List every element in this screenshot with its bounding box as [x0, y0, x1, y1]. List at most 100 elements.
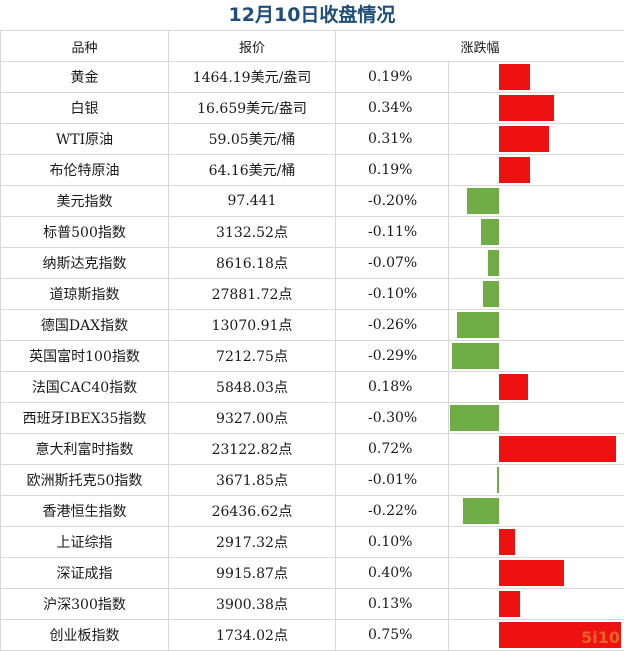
instrument-name: 英国富时100指数 [1, 341, 169, 372]
change-bar-cell [449, 527, 624, 558]
header-price: 报价 [169, 31, 336, 62]
change-bar [497, 467, 499, 493]
change-bar-cell [449, 93, 624, 124]
change-bar-cell [449, 310, 624, 341]
change-bar-cell [449, 558, 624, 589]
change-bar [499, 560, 564, 586]
instrument-price: 3900.38点 [169, 589, 336, 620]
instrument-price: 1734.02点 [169, 620, 336, 651]
watermark-logo: 5i10 [581, 628, 620, 647]
change-label: -0.20% [336, 186, 449, 217]
change-label: -0.07% [336, 248, 449, 279]
instrument-price: 64.16美元/桶 [169, 155, 336, 186]
instrument-price: 27881.72点 [169, 279, 336, 310]
header-change: 涨跌幅 [336, 31, 624, 62]
instrument-price: 9327.00点 [169, 403, 336, 434]
instrument-name: WTI原油 [1, 124, 169, 155]
change-bar-cell [449, 403, 624, 434]
instrument-name: 欧洲斯托克50指数 [1, 465, 169, 496]
instrument-name: 西班牙IBEX35指数 [1, 403, 169, 434]
change-bar [463, 498, 499, 524]
instrument-name: 创业板指数 [1, 620, 169, 651]
change-label: -0.10% [336, 279, 449, 310]
instrument-price: 97.441 [169, 186, 336, 217]
change-bar [499, 126, 549, 152]
change-bar-cell [449, 279, 624, 310]
change-bar-cell [449, 62, 624, 93]
instrument-price: 3671.85点 [169, 465, 336, 496]
instrument-name: 美元指数 [1, 186, 169, 217]
change-label: 0.31% [336, 124, 449, 155]
change-label: 0.19% [336, 62, 449, 93]
change-bar-cell [449, 186, 624, 217]
instrument-name: 法国CAC40指数 [1, 372, 169, 403]
instrument-name: 道琼斯指数 [1, 279, 169, 310]
instrument-price: 13070.91点 [169, 310, 336, 341]
change-bar [499, 591, 520, 617]
instrument-price: 2917.32点 [169, 527, 336, 558]
instrument-price: 16.659美元/盎司 [169, 93, 336, 124]
change-bar [452, 343, 499, 369]
instrument-name: 白银 [1, 93, 169, 124]
instrument-name: 香港恒生指数 [1, 496, 169, 527]
instrument-price: 5848.03点 [169, 372, 336, 403]
change-label: -0.01% [336, 465, 449, 496]
change-bar-cell [449, 155, 624, 186]
instrument-price: 7212.75点 [169, 341, 336, 372]
change-bar-cell [449, 434, 624, 465]
instrument-name: 德国DAX指数 [1, 310, 169, 341]
change-bar-cell [449, 248, 624, 279]
change-bar-cell [449, 124, 624, 155]
header-name: 品种 [1, 31, 169, 62]
instrument-price: 9915.87点 [169, 558, 336, 589]
instrument-name: 纳斯达克指数 [1, 248, 169, 279]
change-label: 0.18% [336, 372, 449, 403]
change-bar [499, 64, 530, 90]
change-label: -0.11% [336, 217, 449, 248]
change-bar-cell [449, 496, 624, 527]
change-label: -0.26% [336, 310, 449, 341]
change-bar-cell [449, 589, 624, 620]
change-label: 0.19% [336, 155, 449, 186]
header-row: 品种 报价 涨跌幅 [1, 31, 624, 62]
change-bar-cell [449, 217, 624, 248]
change-bar [450, 405, 499, 431]
instrument-price: 3132.52点 [169, 217, 336, 248]
change-label: 0.40% [336, 558, 449, 589]
change-label: 0.75% [336, 620, 449, 651]
instrument-name: 深证成指 [1, 558, 169, 589]
change-bar [499, 95, 554, 121]
change-bar [483, 281, 499, 307]
change-bar [499, 374, 528, 400]
change-label: -0.29% [336, 341, 449, 372]
change-label: 0.34% [336, 93, 449, 124]
instrument-price: 26436.62点 [169, 496, 336, 527]
instrument-price: 1464.19美元/盎司 [169, 62, 336, 93]
instrument-price: 8616.18点 [169, 248, 336, 279]
change-bar [488, 250, 499, 276]
change-label: 0.72% [336, 434, 449, 465]
change-bar [481, 219, 499, 245]
instrument-price: 23122.82点 [169, 434, 336, 465]
instrument-name: 沪深300指数 [1, 589, 169, 620]
instrument-name: 布伦特原油 [1, 155, 169, 186]
instrument-name: 意大利富时指数 [1, 434, 169, 465]
instrument-price: 59.05美元/桶 [169, 124, 336, 155]
change-label: -0.22% [336, 496, 449, 527]
